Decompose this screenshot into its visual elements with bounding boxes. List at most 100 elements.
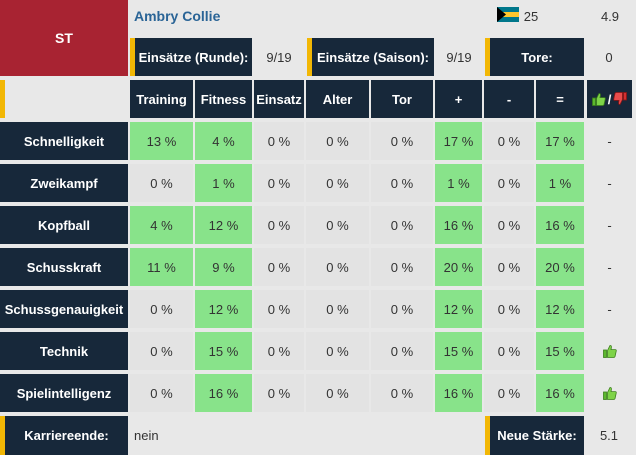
cell-tor: 0 % <box>371 332 433 370</box>
cell-col-7: 0 % <box>484 290 534 328</box>
cell-training: 0 % <box>130 164 193 202</box>
cell-einsatz: 0 % <box>254 332 304 370</box>
rating-status: - <box>607 259 612 275</box>
cell-col-6: 20 % <box>435 248 482 286</box>
cell-col-7: 0 % <box>484 164 534 202</box>
season-apps-value: 9/19 <box>446 49 472 65</box>
cell-col-6: 17 % <box>435 122 482 160</box>
career-end-label: Karriereende: <box>0 416 128 455</box>
new-strength-value: 5.1 <box>599 428 619 443</box>
cell-tor: 0 % <box>371 374 433 412</box>
rating-status <box>587 332 632 370</box>
cell-einsatz: 0 % <box>254 248 304 286</box>
cell-tor: 0 % <box>371 164 433 202</box>
cell-alter: 0 % <box>306 122 369 160</box>
cell-training: 13 % <box>130 122 193 160</box>
column-header-5: Tor <box>371 80 433 118</box>
column-header-8: = <box>536 80 584 118</box>
position-badge: ST <box>0 0 128 76</box>
cell-col-8: 12 % <box>536 290 584 328</box>
bahamas-flag-icon <box>497 7 519 22</box>
cell-col-7: 0 % <box>484 332 534 370</box>
cell-training: 11 % <box>130 248 193 286</box>
cell-alter: 0 % <box>306 374 369 412</box>
column-header-3: Einsatz <box>254 80 304 118</box>
cell-col-8: 1 % <box>536 164 584 202</box>
cell-einsatz: 0 % <box>254 290 304 328</box>
column-header-rating: / <box>587 80 632 118</box>
cell-tor: 0 % <box>371 206 433 244</box>
rating-status: - <box>607 301 612 317</box>
attribute-label: Spielintelligenz <box>0 374 128 412</box>
cell-col-6: 1 % <box>435 164 482 202</box>
cell-col-8: 17 % <box>536 122 584 160</box>
cell-einsatz: 0 % <box>254 122 304 160</box>
cell-col-8: 16 % <box>536 206 584 244</box>
cell-col-6: 15 % <box>435 332 482 370</box>
column-header-7: - <box>484 80 534 118</box>
cell-alter: 0 % <box>306 206 369 244</box>
attribute-label: Schnelligkeit <box>0 122 128 160</box>
round-apps-label: Einsätze (Runde): <box>130 38 252 76</box>
cell-fitness: 9 % <box>195 248 252 286</box>
column-header-6: + <box>435 80 482 118</box>
attribute-label: Schussgenauigkeit <box>0 290 128 328</box>
cell-col-8: 15 % <box>536 332 584 370</box>
cell-col-7: 0 % <box>484 206 534 244</box>
thumbs-up-icon <box>602 345 617 358</box>
cell-col-7: 0 % <box>484 374 534 412</box>
cell-col-7: 0 % <box>484 122 534 160</box>
column-header-2: Fitness <box>195 80 252 118</box>
round-apps-value: 9/19 <box>266 49 292 65</box>
cell-fitness: 1 % <box>195 164 252 202</box>
cell-alter: 0 % <box>306 332 369 370</box>
column-header-4: Alter <box>306 80 369 118</box>
rating-status: - <box>607 217 612 233</box>
cell-tor: 0 % <box>371 122 433 160</box>
player-age: 25 <box>523 8 539 24</box>
cell-col-8: 16 % <box>536 374 584 412</box>
thumbs-separator: / <box>607 91 612 107</box>
attribute-label: Zweikampf <box>0 164 128 202</box>
cell-tor: 0 % <box>371 248 433 286</box>
new-strength-label: Neue Stärke: <box>485 416 584 455</box>
attribute-label: Kopfball <box>0 206 128 244</box>
cell-tor: 0 % <box>371 290 433 328</box>
cell-alter: 0 % <box>306 164 369 202</box>
career-end-value: nein <box>134 428 159 443</box>
thumbs-down-icon <box>613 92 628 105</box>
cell-col-7: 0 % <box>484 248 534 286</box>
attribute-label: Schusskraft <box>0 248 128 286</box>
player-name[interactable]: Ambry Collie <box>134 8 221 24</box>
cell-training: 4 % <box>130 206 193 244</box>
cell-fitness: 12 % <box>195 290 252 328</box>
cell-einsatz: 0 % <box>254 164 304 202</box>
cell-training: 0 % <box>130 332 193 370</box>
rating-status: - <box>607 133 612 149</box>
cell-alter: 0 % <box>306 248 369 286</box>
player-rating: 4.9 <box>600 8 620 24</box>
cell-einsatz: 0 % <box>254 374 304 412</box>
season-apps-label: Einsätze (Saison): <box>307 38 434 76</box>
cell-col-6: 16 % <box>435 374 482 412</box>
cell-fitness: 12 % <box>195 206 252 244</box>
cell-alter: 0 % <box>306 290 369 328</box>
cell-col-6: 16 % <box>435 206 482 244</box>
cell-einsatz: 0 % <box>254 206 304 244</box>
thumbs-up-icon <box>602 387 617 400</box>
goals-value: 0 <box>605 49 613 65</box>
rating-status <box>587 374 632 412</box>
thumbs-up-icon <box>591 93 606 106</box>
rating-status: - <box>607 175 612 191</box>
column-header-1: Training <box>130 80 193 118</box>
attribute-label: Technik <box>0 332 128 370</box>
cell-col-6: 12 % <box>435 290 482 328</box>
cell-training: 0 % <box>130 290 193 328</box>
cell-fitness: 16 % <box>195 374 252 412</box>
cell-training: 0 % <box>130 374 193 412</box>
cell-col-8: 20 % <box>536 248 584 286</box>
header-corner <box>0 80 128 118</box>
cell-fitness: 15 % <box>195 332 252 370</box>
goals-label: Tore: <box>485 38 584 76</box>
cell-fitness: 4 % <box>195 122 252 160</box>
